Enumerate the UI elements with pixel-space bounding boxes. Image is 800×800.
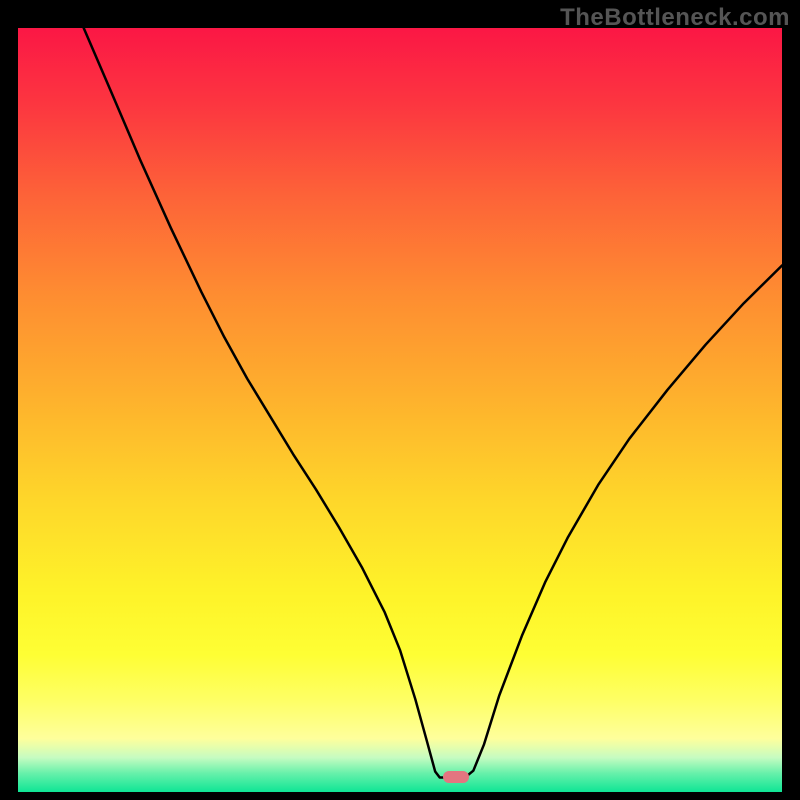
minimum-marker <box>443 771 469 783</box>
plot-area <box>18 28 782 782</box>
bottleneck-curve <box>18 28 782 782</box>
curve-path <box>84 28 782 777</box>
watermark-text: TheBottleneck.com <box>560 4 790 32</box>
chart-frame: TheBottleneck.com <box>0 0 800 800</box>
